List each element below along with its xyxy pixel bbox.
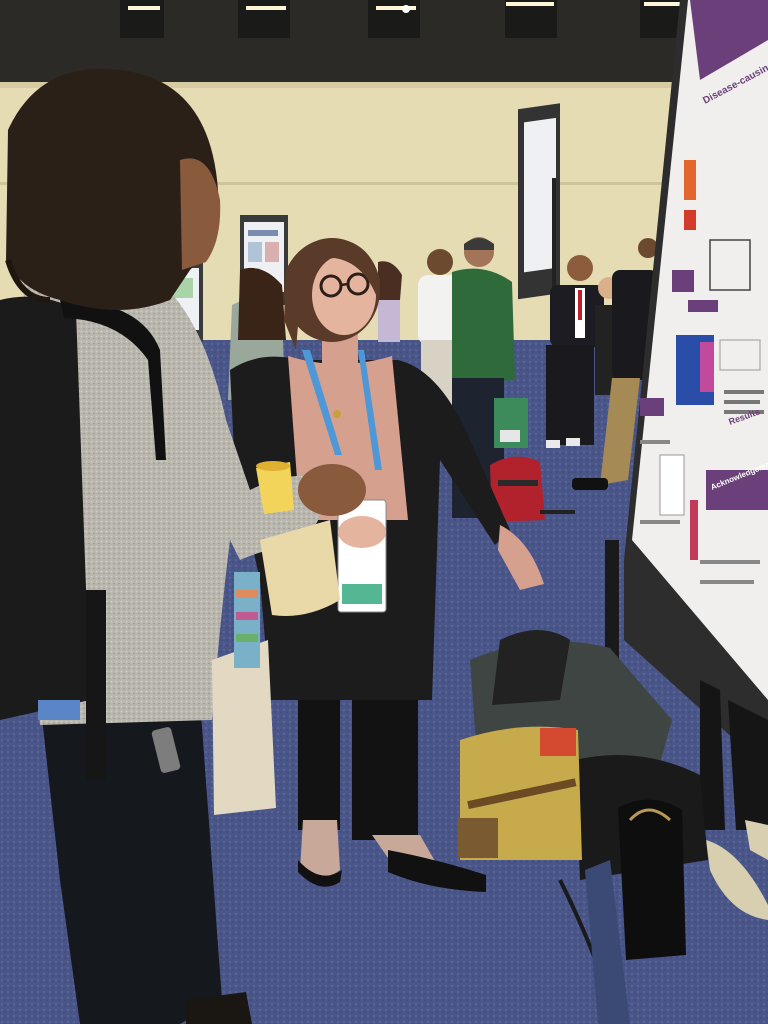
ceiling-light [120,0,164,38]
main-poster-board: Disease-causing mutations Results Acknow… [624,0,768,770]
coffee-cup [256,461,294,514]
background-person [378,261,402,342]
red-backpack [490,456,575,522]
paper-tote-bag [212,520,340,815]
right-person-legs [700,680,768,920]
poster-stand-leg [605,540,619,660]
poster-stand-foot [585,860,630,1024]
tote-bag-floor [494,398,528,448]
man-foreground [0,68,366,1024]
background-person-suit [546,255,604,448]
